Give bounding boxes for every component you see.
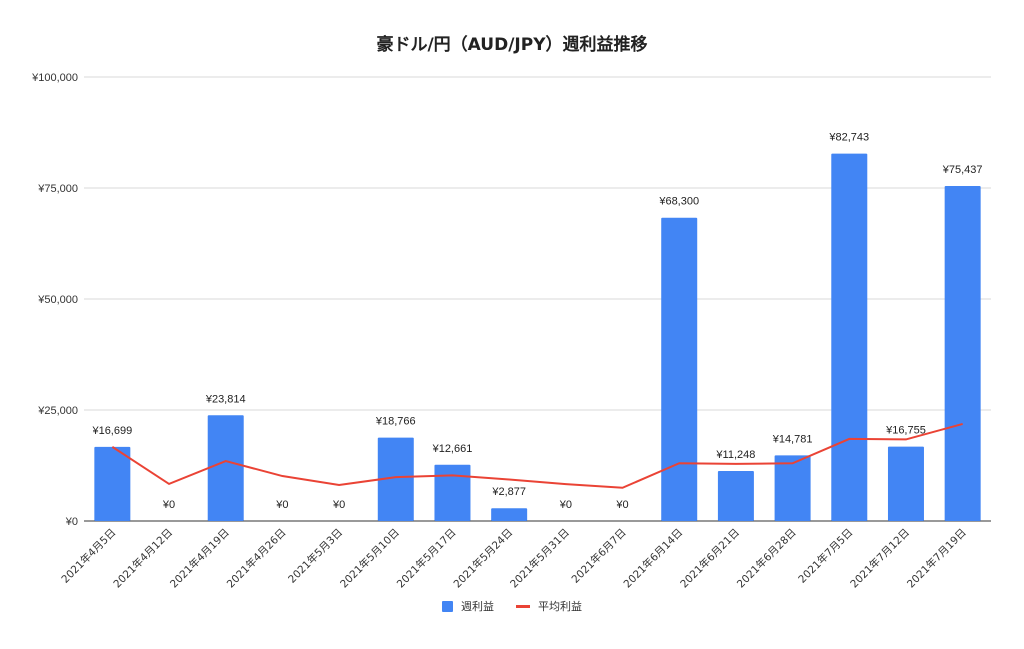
data-label: ¥14,781 [772, 433, 813, 445]
x-tick-label: 2021年7月12日 [848, 526, 913, 591]
x-tick-label: 2021年5月3日 [285, 526, 345, 586]
y-tick-label: ¥75,000 [37, 183, 78, 195]
x-tick-label: 2021年4月12日 [111, 526, 176, 591]
bar[interactable] [377, 437, 414, 521]
x-tick-label: 2021年6月21日 [677, 526, 742, 591]
data-label: ¥23,814 [205, 393, 246, 405]
data-labels: ¥16,699 ¥0 ¥23,814 ¥0 ¥0 ¥18,766 ¥12,661 ¥2,877… [91, 132, 982, 511]
x-axis-ticks: 2021年4月5日2021年4月12日2021年4月19日2021年4月26日2… [59, 526, 969, 591]
bar[interactable] [774, 455, 811, 521]
y-tick-label: ¥25,000 [37, 405, 78, 417]
x-tick-label: 2021年5月17日 [394, 526, 459, 591]
data-label: ¥16,755 [885, 425, 926, 437]
y-tick-label: ¥50,000 [37, 294, 78, 306]
legend-item-weekly-profit[interactable]: 週利益 [442, 598, 494, 614]
bar[interactable] [717, 471, 754, 521]
data-label: ¥82,743 [828, 132, 869, 144]
bar-swatch-icon [442, 600, 453, 612]
x-tick-label: 2021年4月5日 [59, 526, 119, 586]
x-tick-label: 2021年5月31日 [507, 526, 572, 591]
x-tick-label: 2021年7月5日 [796, 526, 856, 586]
bar[interactable] [94, 446, 131, 521]
bar[interactable] [207, 415, 244, 521]
x-tick-label: 2021年4月26日 [224, 526, 289, 591]
x-tick-label: 2021年4月19日 [167, 526, 232, 591]
bar-series [94, 153, 981, 522]
data-label: ¥0 [162, 499, 175, 511]
legend-item-average-profit[interactable]: 平均利益 [516, 598, 582, 614]
data-label: ¥18,766 [375, 416, 416, 428]
y-tick-label: ¥100,000 [31, 72, 78, 84]
x-tick-label: 2021年5月24日 [451, 526, 516, 591]
line-swatch-icon [516, 604, 530, 608]
average-line[interactable] [111, 422, 963, 489]
x-tick-label: 2021年6月7日 [569, 526, 629, 586]
data-label: ¥12,661 [432, 443, 473, 455]
line-series [111, 422, 963, 489]
legend-label: 平均利益 [538, 600, 582, 613]
y-tick-label: ¥0 [65, 516, 78, 528]
bar[interactable] [491, 508, 528, 521]
x-tick-label: 2021年6月14日 [621, 526, 686, 591]
data-label: ¥0 [615, 499, 628, 511]
y-axis-ticks: ¥0 ¥25,000 ¥50,000 ¥75,000 ¥100,000 [31, 72, 78, 528]
bar[interactable] [887, 446, 924, 521]
chart-title: 豪ドル/円（AUD/JPY）週利益推移 [376, 35, 648, 55]
bar[interactable] [831, 153, 868, 521]
data-label: ¥0 [559, 499, 572, 511]
bar[interactable] [661, 217, 698, 522]
x-tick-label: 2021年6月28日 [734, 526, 799, 591]
data-label: ¥11,248 [715, 449, 755, 461]
data-label: ¥68,300 [658, 196, 699, 208]
data-label: ¥75,437 [942, 164, 983, 176]
bar[interactable] [434, 464, 471, 521]
legend: 週利益 平均利益 [0, 598, 1024, 614]
x-tick-label: 2021年7月19日 [904, 526, 969, 591]
x-tick-label: 2021年5月10日 [337, 526, 402, 591]
data-label: ¥2,877 [491, 486, 526, 498]
legend-label: 週利益 [461, 600, 494, 613]
data-label: ¥0 [275, 499, 288, 511]
data-label: ¥0 [332, 499, 345, 511]
data-label: ¥16,699 [91, 425, 132, 437]
bar[interactable] [944, 186, 981, 521]
